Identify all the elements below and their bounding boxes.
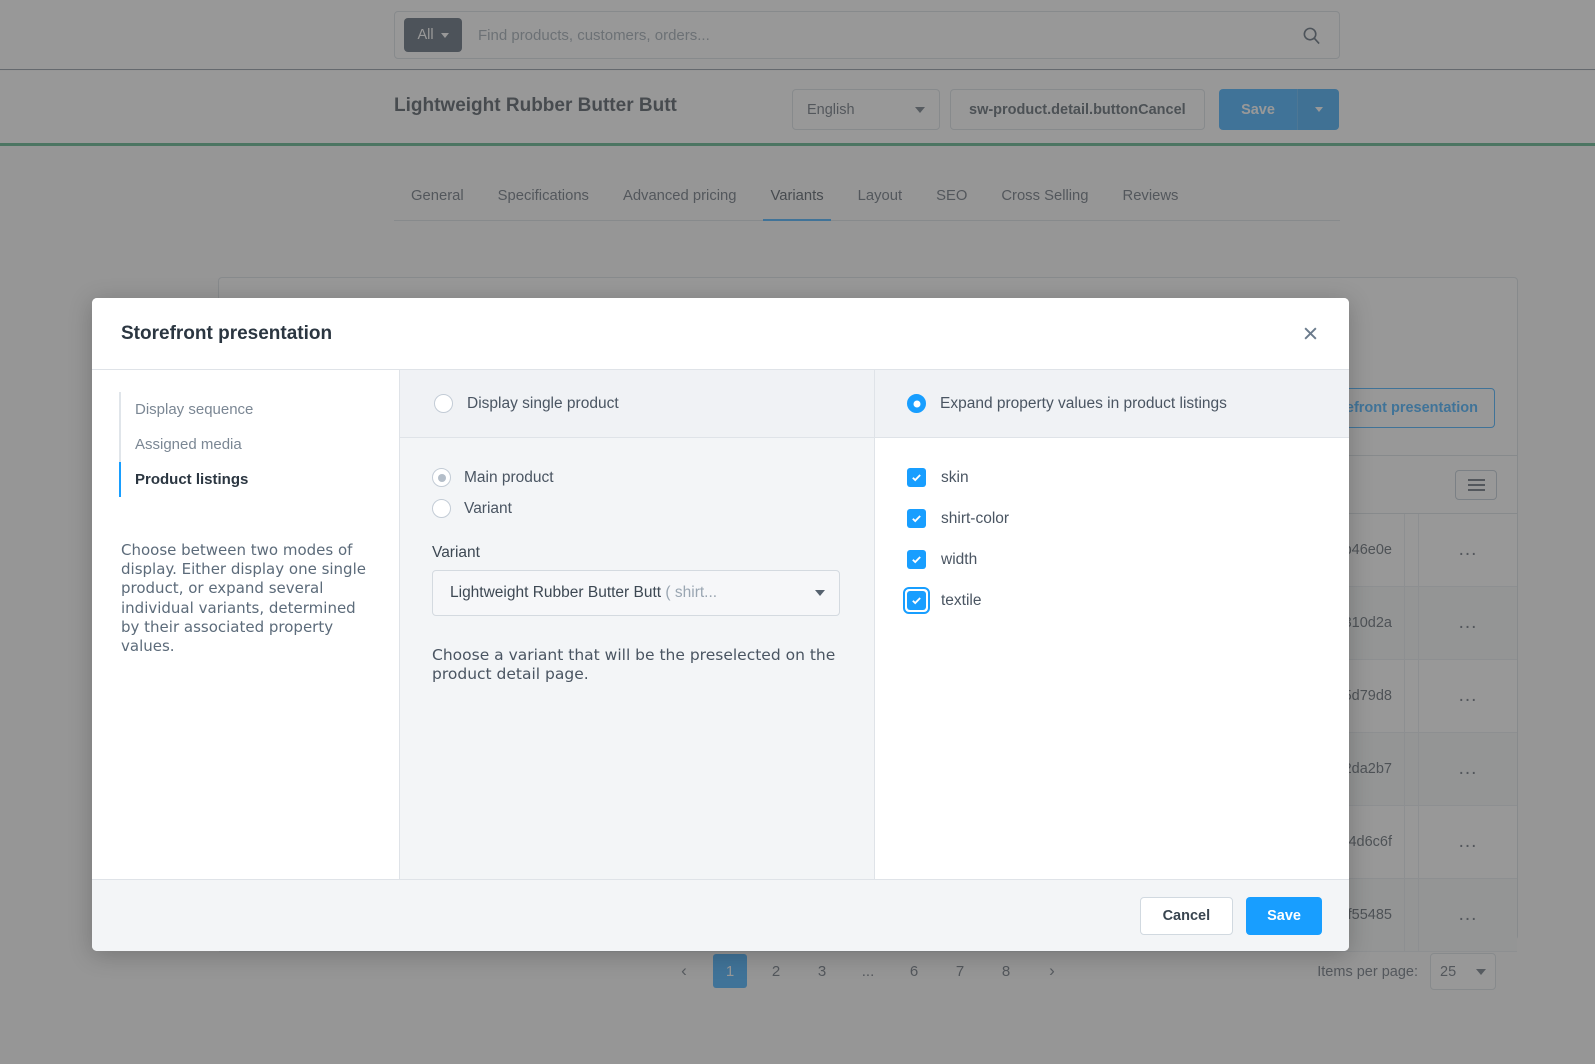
- modal-cancel-button[interactable]: Cancel: [1139, 896, 1234, 935]
- expand-property-values-panel: Expand property values in product listin…: [875, 370, 1349, 879]
- sidebar-item-product-listings[interactable]: Product listings: [119, 462, 399, 497]
- close-icon[interactable]: [1297, 321, 1323, 347]
- checkbox-icon[interactable]: [907, 509, 926, 528]
- radio-label: Expand property values in product listin…: [940, 394, 1227, 412]
- sidebar-item-assigned-media[interactable]: Assigned media: [135, 436, 242, 453]
- checkbox-icon[interactable]: [907, 550, 926, 569]
- checkbox-label: width: [941, 550, 978, 568]
- checkbox-row-textile[interactable]: textile: [903, 587, 1315, 614]
- chevron-down-icon: [815, 590, 825, 596]
- modal-footer: Cancel Save: [92, 879, 1349, 951]
- radio-main-product[interactable]: Main product: [432, 468, 840, 487]
- checkbox-row-shirt-color[interactable]: shirt-color: [907, 509, 1315, 528]
- display-single-product-panel: Display single product Main product Vari…: [400, 370, 875, 879]
- radio-label: Variant: [464, 499, 512, 517]
- radio-display-single-product[interactable]: Display single product: [434, 394, 619, 413]
- sidebar-description: Choose between two modes of display. Eit…: [121, 541, 366, 655]
- property-checkbox-list: skin shirt-color width: [875, 438, 1349, 879]
- checkbox-icon[interactable]: [903, 587, 930, 614]
- variant-select-value-text: Lightweight Rubber Butter Butt: [450, 584, 662, 601]
- variant-select-value-suffix: ( shirt...: [661, 584, 718, 601]
- sidebar-item-display-sequence[interactable]: Display sequence: [135, 401, 254, 418]
- variant-select-value: Lightweight Rubber Butter Butt ( shirt..…: [450, 584, 717, 602]
- storefront-presentation-modal: Storefront presentation Display sequence…: [92, 298, 1349, 951]
- variant-field-label: Variant: [432, 544, 480, 561]
- modal-sidebar-list: Display sequence Assigned media Product …: [119, 392, 399, 497]
- checkbox-row-width[interactable]: width: [907, 550, 1315, 569]
- modal-header: Storefront presentation: [92, 298, 1349, 370]
- modal-title: Storefront presentation: [121, 322, 333, 344]
- checkbox-label: skin: [941, 468, 969, 486]
- variant-help-text: Choose a variant that will be the presel…: [432, 646, 836, 684]
- modal-save-button[interactable]: Save: [1246, 896, 1322, 935]
- checkbox-label: textile: [941, 591, 982, 609]
- radio-icon: [432, 499, 451, 518]
- checkbox-row-skin[interactable]: skin: [907, 468, 1315, 487]
- modal-sidebar: Display sequence Assigned media Product …: [92, 370, 400, 879]
- radio-label: Display single product: [467, 394, 619, 412]
- modal-body: Display sequence Assigned media Product …: [92, 370, 1349, 879]
- display-single-product-body: Main product Variant Variant Lightweight…: [400, 438, 874, 879]
- radio-expand-property-values[interactable]: Expand property values in product listin…: [907, 394, 1227, 413]
- checkbox-label: shirt-color: [941, 509, 1010, 527]
- expand-property-values-mode[interactable]: Expand property values in product listin…: [875, 370, 1349, 438]
- radio-label: Main product: [464, 468, 554, 486]
- checkbox-icon[interactable]: [907, 468, 926, 487]
- radio-icon: [907, 394, 926, 413]
- radio-variant[interactable]: Variant: [432, 499, 840, 518]
- radio-icon: [434, 394, 453, 413]
- radio-icon: [432, 468, 451, 487]
- variant-select[interactable]: Lightweight Rubber Butter Butt ( shirt..…: [432, 570, 840, 616]
- display-single-product-mode[interactable]: Display single product: [400, 370, 874, 438]
